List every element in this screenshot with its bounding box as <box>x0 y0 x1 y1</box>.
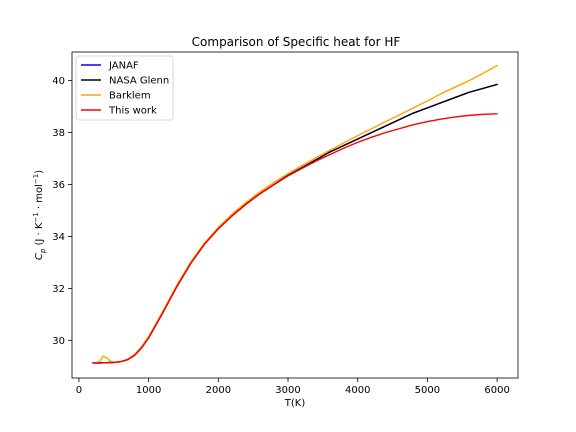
y-axis-label-unit-mid: · mol <box>34 184 45 212</box>
y-axis-label-unit-close: ) <box>34 170 45 174</box>
y-axis-label-sup1: −1 <box>32 212 40 222</box>
y-axis-label-unit-open: (J · K <box>34 222 45 249</box>
legend-label-barklem: Barklem <box>109 91 151 102</box>
legend-label-this-work: This work <box>108 106 157 117</box>
x-tick-label: 1000 <box>136 385 161 396</box>
legend-label-nasa-glenn: NASA Glenn <box>109 76 169 87</box>
y-axis-label-symbol: C <box>34 253 45 260</box>
x-tick-label: 0 <box>76 385 82 396</box>
y-axis-label-subscript: p <box>39 248 47 254</box>
x-tick-label: 6000 <box>484 385 509 396</box>
x-tick-label: 2000 <box>206 385 231 396</box>
plot-frame <box>71 51 519 379</box>
x-axis-ticks: 0 1000 2000 3000 4000 5000 6000 <box>76 378 510 396</box>
legend-label-janaf: JANAF <box>108 61 139 72</box>
x-axis-label: T(K) <box>284 398 306 409</box>
series-line-this-work <box>92 113 498 364</box>
y-axis-ticks: 30 32 34 36 38 40 <box>52 76 72 347</box>
plot-lines <box>92 64 498 364</box>
x-tick-label: 4000 <box>345 385 370 396</box>
y-tick-label: 30 <box>52 336 65 347</box>
y-tick-label: 32 <box>52 284 65 295</box>
y-tick-label: 40 <box>52 76 65 87</box>
y-tick-label: 38 <box>52 128 65 139</box>
y-tick-label: 36 <box>52 180 65 191</box>
chart-title: Comparison of Specific heat for HF <box>192 35 401 49</box>
y-axis-label: Cp (J · K−1 · mol−1) <box>32 170 47 260</box>
legend-box <box>75 55 174 121</box>
legend: JANAF NASA Glenn Barklem This work <box>75 55 174 121</box>
x-tick-label: 3000 <box>275 385 300 396</box>
legend-entries: JANAF NASA Glenn Barklem This work <box>81 61 169 117</box>
y-tick-label: 34 <box>52 232 65 243</box>
y-axis-label-sup2: −1 <box>32 174 40 184</box>
x-tick-label: 5000 <box>415 385 440 396</box>
